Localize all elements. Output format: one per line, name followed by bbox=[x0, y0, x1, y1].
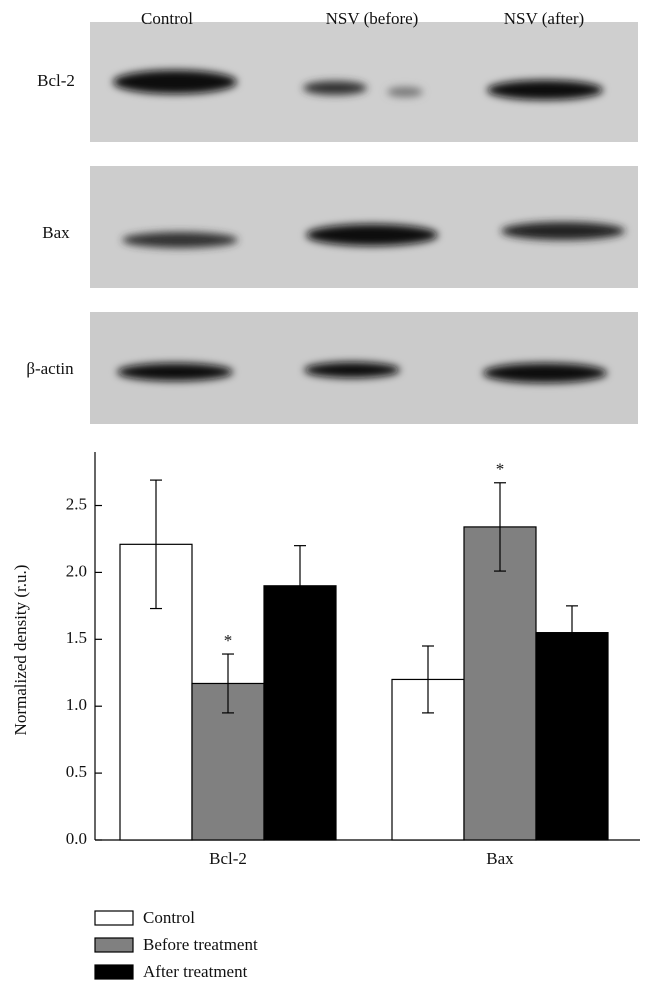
significance-label: * bbox=[224, 631, 233, 650]
blot-column-label: NSV (after) bbox=[504, 9, 584, 28]
blot-row-label: β-actin bbox=[26, 359, 74, 378]
legend-label: Control bbox=[143, 908, 195, 927]
significance-label: * bbox=[496, 460, 505, 479]
band bbox=[122, 232, 238, 248]
y-axis-label: Normalized density (r.u.) bbox=[11, 565, 30, 736]
band bbox=[487, 80, 603, 100]
bar bbox=[463, 526, 537, 841]
y-tick-label: 0.0 bbox=[66, 829, 87, 848]
band bbox=[306, 224, 438, 246]
band bbox=[501, 222, 625, 240]
blot-column-label: Control bbox=[141, 9, 193, 28]
blot-row-label: Bax bbox=[42, 223, 70, 242]
blot-panels bbox=[90, 22, 638, 424]
bar bbox=[263, 585, 337, 841]
legend-swatch bbox=[94, 910, 134, 926]
plot: 0.0 0.5 1.0 1.5 2.0 2.5 Bcl-2 * Bax * Control Befor… bbox=[66, 452, 640, 981]
bar bbox=[535, 632, 609, 841]
blot-row-label: Bcl-2 bbox=[37, 71, 75, 90]
y-tick-label: 0.5 bbox=[66, 762, 87, 781]
x-tick-label: Bax bbox=[486, 849, 514, 868]
band bbox=[387, 87, 423, 97]
legend-swatch bbox=[94, 964, 134, 980]
y-tick-label: 2.0 bbox=[66, 561, 87, 580]
band bbox=[117, 363, 233, 381]
band bbox=[113, 70, 237, 94]
legend-label: After treatment bbox=[143, 962, 248, 981]
band bbox=[483, 363, 607, 383]
y-tick-label: 2.5 bbox=[66, 494, 87, 513]
band bbox=[303, 81, 367, 95]
y-tick-label: 1.0 bbox=[66, 695, 87, 714]
legend-swatch bbox=[94, 937, 134, 953]
blot-column-label: NSV (before) bbox=[326, 9, 419, 28]
y-tick-label: 1.5 bbox=[66, 628, 87, 647]
blot-bands bbox=[113, 70, 625, 383]
x-tick-label: Bcl-2 bbox=[209, 849, 247, 868]
band bbox=[304, 362, 400, 378]
legend-label: Before treatment bbox=[143, 935, 258, 954]
